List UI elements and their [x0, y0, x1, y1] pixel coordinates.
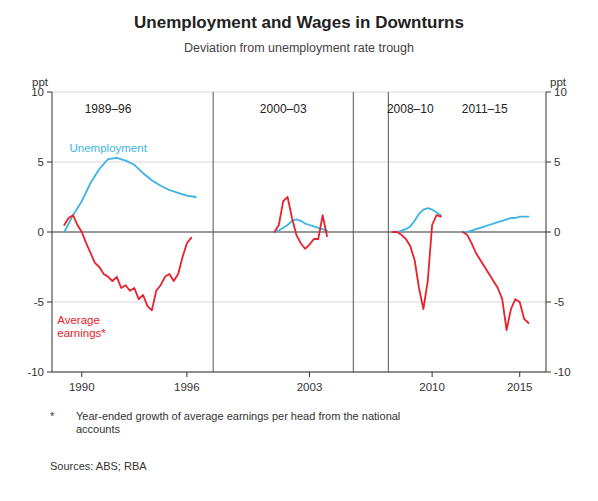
zero-line [52, 231, 546, 232]
separators [213, 92, 388, 372]
line-label-line: Average [57, 314, 100, 326]
title: Unemployment and Wages in Downturns [134, 13, 464, 32]
y2-tick-label: -5 [554, 296, 564, 308]
x-tick-label: 1996 [174, 381, 200, 393]
y-tick-label: 0 [38, 226, 44, 238]
line-label: Averageearnings* [57, 314, 106, 339]
period-label: 2011–15 [462, 102, 508, 116]
footnote-text-line: accounts [76, 423, 121, 435]
series-line [463, 217, 529, 232]
y-tick [47, 162, 52, 163]
y-axis-label: ppt [32, 76, 49, 88]
series-line [64, 158, 195, 232]
x-tick-label: 2015 [507, 381, 533, 393]
x-tick [519, 372, 520, 377]
sources: Sources: ABS; RBA [50, 460, 147, 472]
page: {"chart_data": { "type": "line", "title"… [0, 0, 598, 501]
y2-tick-label: -10 [554, 366, 571, 378]
x-tick [81, 372, 82, 377]
footnotes: * Year-ended growth of average earnings p… [50, 410, 400, 472]
y-tick [47, 372, 52, 373]
x-tick [432, 372, 433, 377]
y2-tick [546, 162, 551, 163]
series-line [274, 197, 327, 249]
x-tick-label: 2003 [297, 381, 323, 393]
y2-tick-label: 0 [554, 226, 560, 238]
period-label: 2000–03 [260, 102, 307, 116]
x-axis-line [52, 372, 546, 373]
y2-tick [546, 232, 551, 233]
y-tick-label: 5 [38, 156, 44, 168]
lines [64, 158, 528, 330]
separator-line [353, 92, 354, 372]
y2-tick [546, 302, 551, 303]
grid [52, 92, 546, 372]
footnote-text-line: Year-ended growth of average earnings pe… [76, 410, 400, 422]
x-tick [309, 372, 310, 377]
grid-line [52, 372, 546, 373]
line-label-line: Unemployment [70, 142, 148, 154]
separator-line [213, 92, 214, 372]
y-tick [47, 302, 52, 303]
x-tick [186, 372, 187, 377]
x-tick-label: 1990 [69, 381, 95, 393]
y2-tick [546, 372, 551, 373]
y-tick-label: -10 [27, 366, 44, 378]
x-tick-label: 2010 [419, 381, 445, 393]
annotations: 1989–96 2000–03 2008–10 2011–15 Unemployment… [57, 102, 508, 339]
series-line [64, 215, 191, 310]
line-label: Unemployment [70, 142, 148, 154]
separator-line [388, 92, 389, 372]
y2-tick-label: 5 [554, 156, 560, 168]
y2-tick [546, 92, 551, 93]
y-tick [47, 232, 52, 233]
series-line [393, 215, 441, 309]
footnote-text: Year-ended growth of average earnings pe… [76, 410, 400, 435]
line-label-line: earnings* [57, 327, 106, 339]
y-tick-label: -5 [34, 296, 44, 308]
axes: 19901996200320102015-10-50510-10-50510pp… [27, 76, 570, 393]
footnote-star: * [50, 410, 55, 422]
series-line [463, 232, 529, 330]
period-label: 2008–10 [387, 102, 434, 116]
y-tick [47, 92, 52, 93]
period-label: 1989–96 [85, 102, 132, 116]
subtitle: Deviation from unemployment rate trough [184, 41, 414, 55]
grid-line [52, 302, 546, 303]
y2-axis-label: ppt [550, 76, 567, 88]
chart: Unemployment and Wages in Downturns Devia… [0, 0, 598, 501]
grid-line [52, 92, 546, 93]
